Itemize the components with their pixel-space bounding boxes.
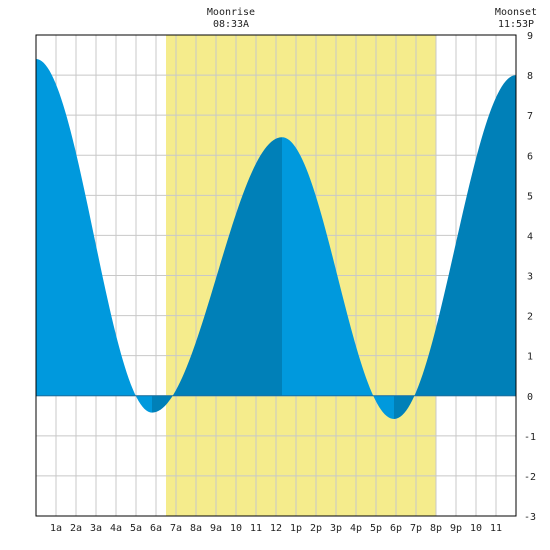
x-tick-label: 8a: [190, 523, 202, 534]
x-tick-label: 5p: [370, 523, 382, 534]
x-tick-label: 12: [270, 523, 282, 534]
event-time: 08:33A: [213, 19, 249, 30]
y-tick-label: 2: [527, 312, 533, 323]
x-tick-label: 10: [230, 523, 242, 534]
x-tick-label: 6p: [390, 523, 402, 534]
x-tick-label: 4a: [110, 523, 122, 534]
x-tick-label: 3a: [90, 523, 102, 534]
x-tick-label: 1a: [50, 523, 62, 534]
y-tick-label: 4: [527, 231, 533, 242]
x-tick-label: 11: [490, 523, 502, 534]
plot-border: [35, 34, 517, 517]
x-tick-label: 2a: [70, 523, 82, 534]
tide-area-layer: [36, 59, 516, 419]
tide-falling-segment: [282, 137, 394, 419]
tide-rising-segment: [394, 75, 516, 419]
x-tick-label: 7p: [410, 523, 422, 534]
x-tick-label: 3p: [330, 523, 342, 534]
event-name: Moonset: [495, 7, 537, 18]
event-name: Moonrise: [207, 7, 255, 18]
y-tick-label: -3: [524, 512, 536, 523]
x-axis-labels: 1a 2a 3a 4a 5a 6a 7a 8a 9a 10 11 12 1p 2p 3p 4p 5p 6p 7p 8p…: [50, 523, 502, 534]
y-tick-label: 5: [527, 191, 533, 202]
x-tick-label: 9a: [210, 523, 222, 534]
x-tick-label: 2p: [310, 523, 322, 534]
x-tick-label: 1p: [290, 523, 302, 534]
x-tick-label: 11: [250, 523, 262, 534]
x-tick-label: 9p: [450, 523, 462, 534]
tide-rising-segment: [152, 137, 282, 413]
y-tick-label: 3: [527, 272, 533, 283]
y-tick-label: 0: [527, 392, 533, 403]
y-axis-labels: -3 -2 -1 0 1 2 3 4 5 6 7 8 9: [524, 31, 536, 523]
x-tick-label: 10: [470, 523, 482, 534]
y-tick-label: 9: [527, 31, 533, 42]
x-tick-label: 8p: [430, 523, 442, 534]
event-time: 11:53P: [498, 19, 534, 30]
x-tick-label: 7a: [170, 523, 182, 534]
tide-falling-segment: [36, 59, 152, 413]
y-tick-label: -1: [524, 432, 536, 443]
y-tick-label: 1: [527, 352, 533, 363]
y-tick-label: 7: [527, 111, 533, 122]
x-tick-label: 4p: [350, 523, 362, 534]
y-tick-label: 6: [527, 151, 533, 162]
y-tick-label: 8: [527, 71, 533, 82]
x-tick-label: 6a: [150, 523, 162, 534]
x-tick-label: 5a: [130, 523, 142, 534]
y-tick-label: -2: [524, 472, 536, 483]
